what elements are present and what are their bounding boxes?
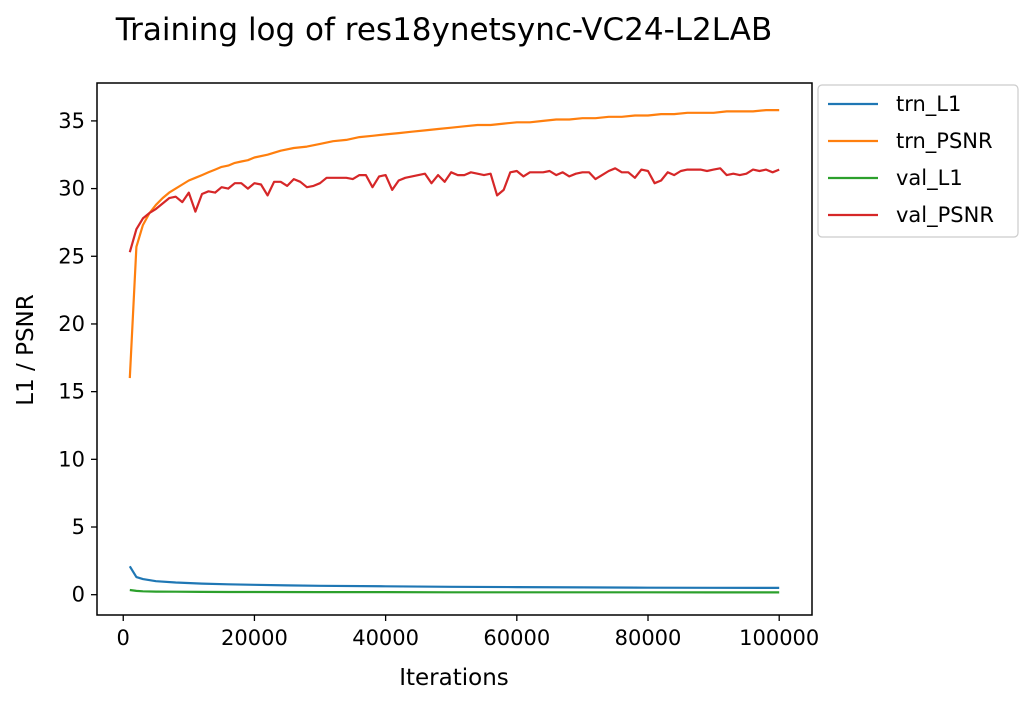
legend-label: trn_PSNR (896, 129, 993, 154)
x-tick-label: 80000 (615, 626, 682, 650)
y-tick-label: 5 (72, 515, 85, 539)
x-tick-label: 0 (117, 626, 130, 650)
y-tick-label: 30 (58, 177, 85, 201)
y-axis-label: L1 / PSNR (13, 294, 39, 405)
series-line-trn-psnr (128, 108, 780, 379)
y-axis-ticks: 0 5 10 15 20 25 30 35 (58, 109, 97, 607)
x-tick-label: 20000 (221, 626, 288, 650)
plot-frame (96, 82, 813, 616)
chart-title: Training log of res18ynetsync-VC24-L2LAB (115, 12, 772, 48)
x-axis-ticks: 0 20000 40000 60000 80000 100000 (117, 615, 819, 650)
legend-label: val_L1 (896, 166, 963, 191)
legend-frame (817, 84, 1019, 238)
y-tick-label: 15 (58, 380, 85, 404)
x-tick-label: 40000 (352, 626, 419, 650)
x-tick-label: 100000 (739, 626, 819, 650)
series-line-val-psnr (128, 167, 780, 253)
y-tick-label: 10 (58, 447, 85, 471)
legend: trn_L1 trn_PSNR val_L1 val_PSNR (817, 84, 1019, 238)
legend-label: val_PSNR (896, 203, 994, 228)
y-tick-label: 20 (58, 312, 85, 336)
x-axis-label: Iterations (399, 665, 509, 691)
plot-area (128, 108, 780, 594)
y-tick-label: 0 (72, 583, 85, 607)
x-tick-label: 60000 (483, 626, 550, 650)
series-line-val-l1 (129, 588, 780, 594)
y-tick-label: 25 (58, 244, 85, 268)
legend-label: trn_L1 (896, 92, 961, 117)
series-line-trn-l1 (128, 565, 780, 590)
y-tick-label: 35 (58, 109, 85, 133)
